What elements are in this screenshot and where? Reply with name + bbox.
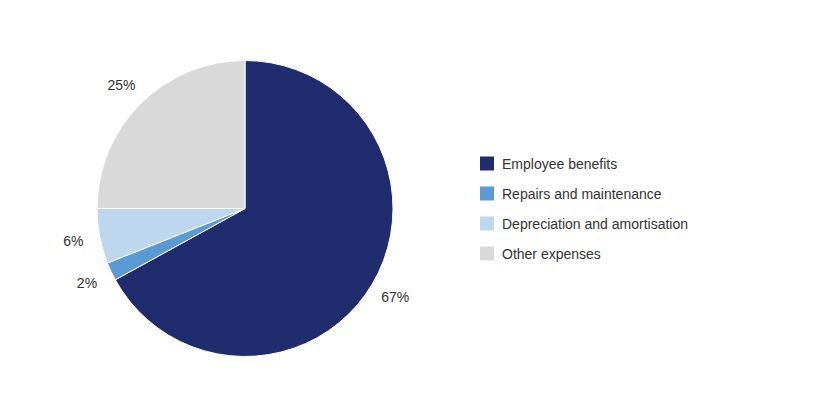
data-label: 25%	[107, 77, 135, 93]
data-labels: 67% 2% 6% 25%	[63, 77, 409, 305]
pie-slice	[97, 209, 245, 263]
data-label: 2%	[77, 275, 97, 291]
legend-label: Other expenses	[502, 246, 601, 262]
legend-label: Repairs and maintenance	[502, 186, 662, 202]
legend-swatch	[480, 187, 494, 201]
pie	[97, 61, 393, 357]
pie-slice	[97, 61, 245, 209]
legend: Employee benefits Repairs and maintenance…	[480, 156, 688, 262]
legend-label: Depreciation and amortisation	[502, 216, 688, 232]
legend-swatch	[480, 217, 494, 231]
legend-swatch	[480, 157, 494, 171]
legend-swatch	[480, 247, 494, 261]
data-label: 6%	[63, 233, 83, 249]
chart-container: 67% 2% 6% 25% Employee benefits Repairs and m…	[0, 0, 838, 417]
chart-svg: 67% 2% 6% 25% Employee benefits Repairs and m…	[0, 0, 838, 417]
data-label: 67%	[381, 289, 409, 305]
legend-label: Employee benefits	[502, 156, 617, 172]
